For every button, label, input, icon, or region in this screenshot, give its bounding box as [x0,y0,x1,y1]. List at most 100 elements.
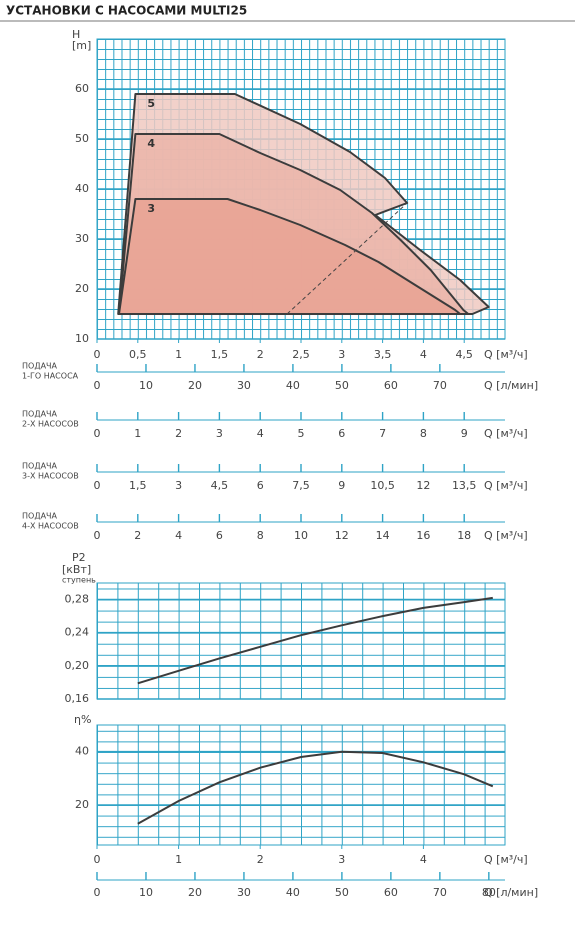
flow-axis-tick-label: 8 [257,529,264,542]
flow-axis-tick-label: 9 [338,479,345,492]
y-tick-label: 20 [75,282,89,295]
x2-tick-label: 20 [188,886,202,899]
x-axis-label: Q [м³/ч] [484,853,528,866]
y-axis-unit: [m] [72,39,91,52]
y-axis-unit: [кВт] [62,563,91,576]
y-tick-label: 20 [75,798,89,811]
flow-axis-tick-label: 4 [257,427,264,440]
y-tick-label: 10 [75,332,89,345]
x-tick-label: 4,5 [455,348,473,361]
flow-axis-tick-label: 4 [175,529,182,542]
flow-axis-tick-label: 3 [216,427,223,440]
flow-axis-unit: Q [м³/ч] [484,479,528,492]
flow-axis-tick-label: 13,5 [452,479,477,492]
x2-tick-label: 70 [433,886,447,899]
y-tick-label: 40 [75,182,89,195]
flow-axis-tick-label: 6 [216,529,223,542]
y-tick-label: 60 [75,82,89,95]
x-tick-label: 1 [175,853,182,866]
flow-axis-caption: 1-ГО НАСОСА [22,372,79,381]
flow-axis-tick-label: 4,5 [211,479,229,492]
limit-line [286,202,408,315]
pump-curve-area [118,198,462,315]
page-title: УСТАНОВКИ С НАСОСАМИ MULTI25 [6,4,247,18]
y-tick-label: 30 [75,232,89,245]
x-tick-label: 2 [257,853,264,866]
x-tick-label: 0 [94,348,101,361]
flow-axis-tick-label: 12 [335,529,349,542]
x-tick-label: 0 [94,853,101,866]
flow-axis-tick-label: 1 [134,427,141,440]
flow-axis-unit: Q [м³/ч] [484,427,528,440]
flow-axis-tick-label: 16 [416,529,430,542]
flow-axis-unit: Q [м³/ч] [484,529,528,542]
x-tick-label: 1 [175,348,182,361]
flow-axis-tick-label: 12 [416,479,430,492]
x2-tick-label: 40 [286,886,300,899]
plot-border [96,724,506,846]
x-tick-label: 1,5 [211,348,229,361]
flow-axis-tick-label: 14 [376,529,390,542]
x-tick-label: 2 [257,348,264,361]
flow-axis-caption: ПОДАЧА [22,512,58,521]
y-axis-label: η% [74,713,91,726]
curve-label: 4 [147,137,155,150]
x-tick-label: 2,5 [292,348,310,361]
y-tick-label: 0,20 [65,659,90,672]
flow-axis-tick-label: 18 [457,529,471,542]
flow-axis-unit: Q [л/мин] [484,379,538,392]
y-axis-sublabel: ступень [62,576,96,585]
flow-axis-tick-label: 40 [286,379,300,392]
flow-axis-tick-label: 0 [94,529,101,542]
y-axis-label: P2 [72,551,86,564]
x2-tick-label: 10 [139,886,153,899]
flow-axis-tick-label: 6 [338,427,345,440]
flow-axis-tick-label: 10 [294,529,308,542]
x2-tick-label: 50 [335,886,349,899]
flow-axis-tick-label: 0 [94,479,101,492]
x-tick-label: 3,5 [374,348,392,361]
y-tick-label: 40 [75,745,89,758]
flow-axis-tick-label: 9 [461,427,468,440]
x-tick-label: 4 [420,348,427,361]
flow-axis-tick-label: 10 [139,379,153,392]
flow-axis-tick-label: 7 [379,427,386,440]
y-tick-label: 0,28 [65,593,90,606]
y-tick-label: 0,24 [65,626,90,639]
flow-axis-tick-label: 70 [433,379,447,392]
flow-axis-caption: 4-Х НАСОСОВ [22,522,79,531]
x2-tick-label: 30 [237,886,251,899]
flow-axis-tick-label: 1,5 [129,479,147,492]
x2-tick-label: 80 [482,886,496,899]
flow-axis-caption: ПОДАЧА [22,362,58,371]
flow-axis-tick-label: 10,5 [370,479,395,492]
curve-label: 5 [147,97,155,110]
flow-axis-tick-label: 7,5 [292,479,310,492]
flow-axis-tick-label: 3 [175,479,182,492]
x-tick-label: 0,5 [129,348,147,361]
flow-axis-tick-label: 2 [175,427,182,440]
x2-axis-label: Q [л/мин] [484,886,538,899]
x-tick-label: 3 [338,348,345,361]
curve [137,750,494,825]
flow-axis-tick-label: 8 [420,427,427,440]
flow-axis-tick-label: 50 [335,379,349,392]
y-axis-label: H [72,28,80,41]
flow-axis-tick-label: 0 [94,427,101,440]
flow-axis-tick-label: 30 [237,379,251,392]
x-tick-label: 4 [420,853,427,866]
flow-axis-caption: ПОДАЧА [22,462,58,471]
x-tick-label: 3 [338,853,345,866]
grid [97,583,505,699]
flow-axis-caption: 3-Х НАСОСОВ [22,472,79,481]
curve [137,596,493,685]
curve-label: 3 [147,202,155,215]
flow-axis-caption: ПОДАЧА [22,410,58,419]
flow-axis-tick-label: 60 [384,379,398,392]
x-axis-label: Q [м³/ч] [484,348,528,361]
y-tick-label: 50 [75,132,89,145]
flow-axis-caption: 2-Х НАСОСОВ [22,420,79,429]
flow-axis-tick-label: 5 [298,427,305,440]
flow-axis-tick-label: 6 [257,479,264,492]
